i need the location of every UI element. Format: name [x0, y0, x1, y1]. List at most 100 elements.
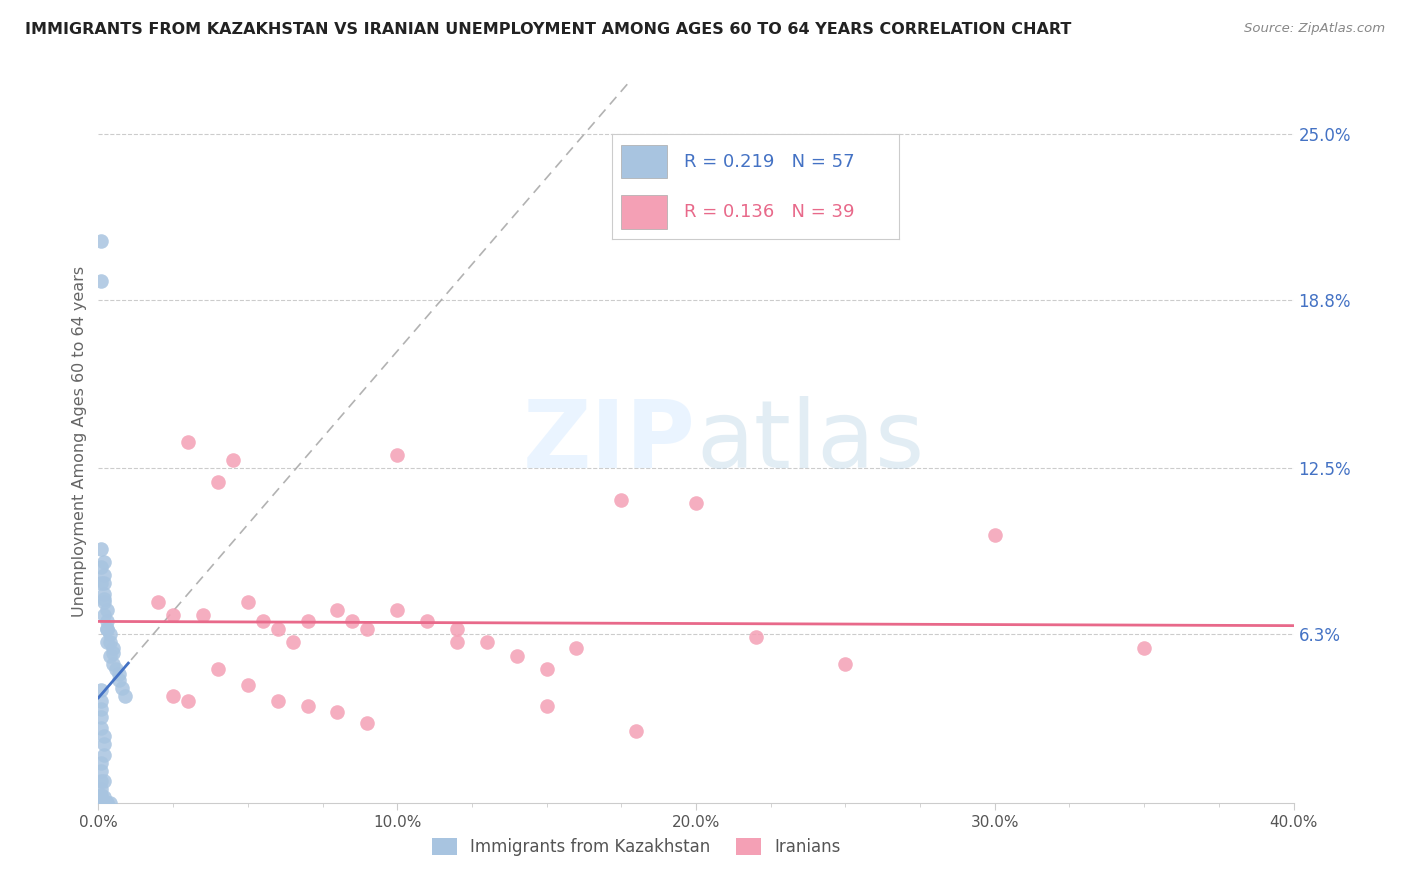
Point: [90, 788, 112, 802]
Point: [222, 453, 245, 467]
Point: [90, 702, 112, 716]
Point: [834, 657, 856, 671]
Point: [90, 796, 112, 810]
Point: [475, 635, 498, 649]
Point: [984, 528, 1007, 542]
Legend: Immigrants from Kazakhstan, Iranians: Immigrants from Kazakhstan, Iranians: [426, 831, 846, 863]
Point: [103, 640, 125, 655]
Point: [536, 662, 558, 676]
Point: [114, 689, 136, 703]
Point: [98, 796, 122, 810]
Point: [93, 747, 115, 762]
Text: IMMIGRANTS FROM KAZAKHSTAN VS IRANIAN UNEMPLOYMENT AMONG AGES 60 TO 64 YEARS COR: IMMIGRANTS FROM KAZAKHSTAN VS IRANIAN UN…: [25, 22, 1071, 37]
Point: [93, 568, 115, 582]
Point: [111, 681, 134, 695]
Text: ZIP: ZIP: [523, 395, 696, 488]
Point: [93, 595, 115, 609]
Point: [90, 796, 112, 810]
Point: [96, 622, 118, 636]
Point: [108, 673, 131, 687]
Point: [90, 694, 112, 708]
Point: [162, 608, 184, 623]
Point: [385, 603, 409, 617]
Point: [297, 614, 319, 628]
Point: [96, 635, 118, 649]
Point: [281, 635, 304, 649]
Y-axis label: Unemployment Among Ages 60 to 64 years: Unemployment Among Ages 60 to 64 years: [72, 266, 87, 617]
Point: [96, 796, 118, 810]
Point: [105, 662, 128, 676]
Point: [108, 667, 131, 681]
Text: atlas: atlas: [696, 395, 924, 488]
Point: [98, 648, 122, 663]
Point: [93, 555, 115, 569]
Point: [93, 796, 115, 810]
Point: [326, 603, 349, 617]
Point: [90, 683, 112, 698]
Point: [565, 640, 588, 655]
Point: [93, 790, 115, 805]
Point: [267, 694, 290, 708]
Point: [90, 560, 112, 574]
Point: [416, 614, 439, 628]
Point: [90, 796, 112, 810]
Point: [90, 796, 112, 810]
Point: [96, 603, 118, 617]
Point: [93, 796, 115, 810]
Point: [297, 699, 319, 714]
Point: [90, 756, 112, 770]
Point: [90, 274, 112, 288]
Text: Source: ZipAtlas.com: Source: ZipAtlas.com: [1244, 22, 1385, 36]
Point: [207, 475, 229, 489]
Point: [536, 699, 558, 714]
Point: [685, 496, 707, 510]
Point: [90, 774, 112, 789]
Point: [93, 608, 115, 623]
Point: [93, 796, 115, 810]
Point: [96, 614, 118, 628]
Point: [342, 614, 364, 628]
Point: [93, 796, 115, 810]
Point: [191, 608, 214, 623]
Point: [90, 764, 112, 778]
Point: [177, 694, 200, 708]
Point: [626, 723, 648, 738]
Point: [90, 782, 112, 797]
Point: [252, 614, 274, 628]
Point: [93, 774, 115, 789]
Point: [506, 648, 529, 663]
Point: [356, 715, 378, 730]
Point: [90, 790, 112, 805]
Point: [207, 662, 229, 676]
Point: [177, 434, 200, 449]
Point: [103, 657, 125, 671]
Point: [90, 234, 112, 248]
Point: [326, 705, 349, 719]
Point: [162, 689, 184, 703]
Point: [236, 595, 259, 609]
Point: [267, 622, 290, 636]
Point: [610, 493, 633, 508]
Point: [90, 721, 112, 735]
Point: [90, 576, 112, 591]
Point: [446, 622, 468, 636]
Point: [98, 627, 122, 641]
Point: [90, 541, 112, 556]
Point: [93, 592, 115, 607]
Point: [103, 646, 125, 660]
Point: [148, 595, 170, 609]
Point: [236, 678, 259, 692]
Point: [93, 576, 115, 591]
Point: [356, 622, 378, 636]
Point: [385, 448, 409, 462]
Point: [96, 796, 118, 810]
Point: [745, 630, 768, 644]
Point: [90, 796, 112, 810]
Point: [93, 737, 115, 751]
Point: [93, 729, 115, 743]
Point: [1133, 640, 1156, 655]
Point: [446, 635, 468, 649]
Point: [90, 710, 112, 724]
Point: [98, 635, 122, 649]
Point: [96, 622, 118, 636]
